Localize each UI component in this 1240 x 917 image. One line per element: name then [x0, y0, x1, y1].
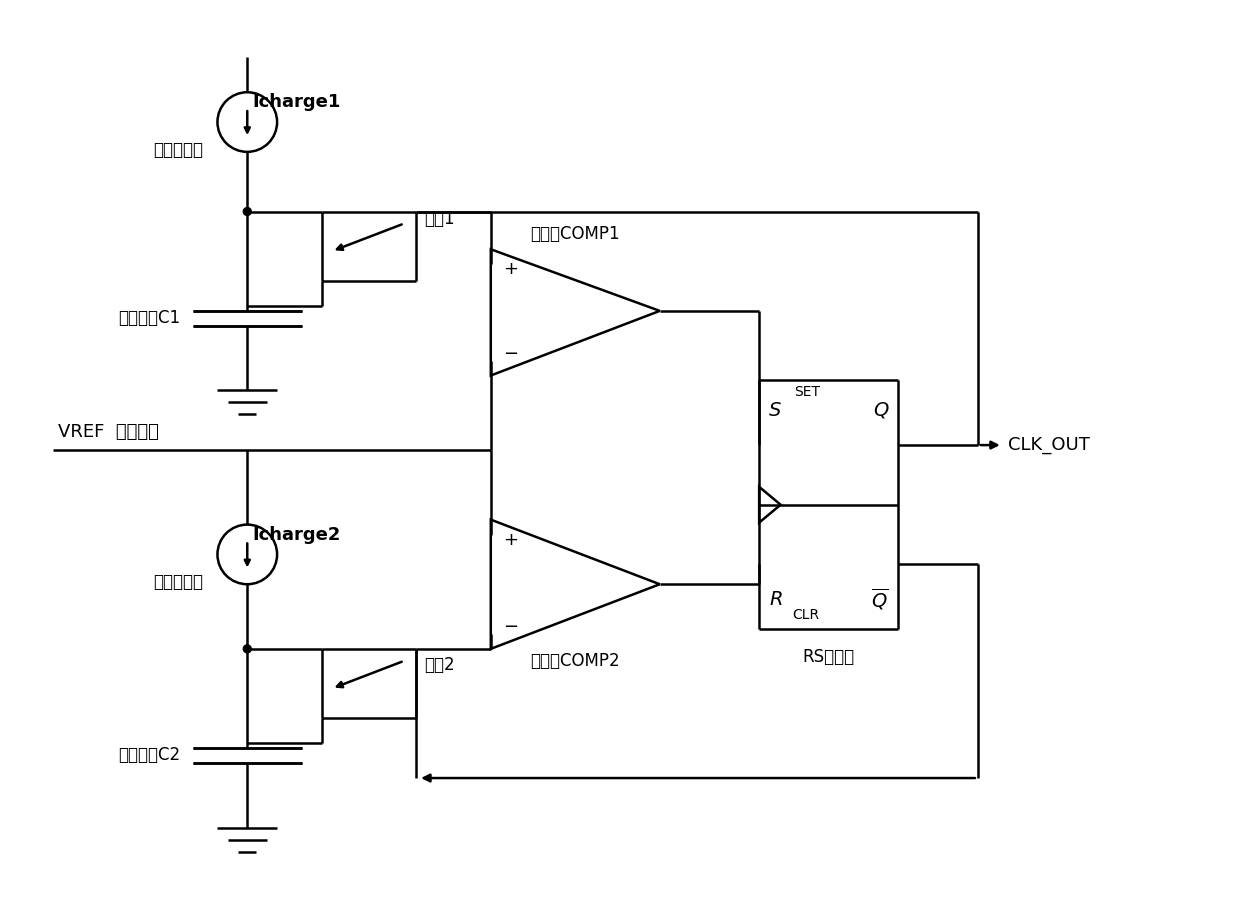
- Text: 比较器COMP1: 比较器COMP1: [531, 226, 620, 243]
- Text: 可调恒流源: 可调恒流源: [153, 573, 203, 591]
- Text: R: R: [769, 590, 782, 609]
- Circle shape: [217, 525, 277, 584]
- Text: Q: Q: [873, 401, 888, 420]
- Text: +: +: [502, 260, 518, 278]
- Text: $\overline{Q}$: $\overline{Q}$: [870, 586, 888, 612]
- Text: −: −: [502, 618, 518, 636]
- Text: 开关2: 开关2: [424, 656, 455, 674]
- Text: 充电电容C1: 充电电容C1: [118, 309, 180, 326]
- Text: VREF  参考电压: VREF 参考电压: [58, 423, 159, 441]
- Text: SET: SET: [794, 385, 820, 400]
- Text: CLR: CLR: [792, 608, 820, 622]
- Text: −: −: [502, 345, 518, 362]
- Text: +: +: [502, 531, 518, 548]
- Text: CLK_OUT: CLK_OUT: [1008, 436, 1090, 454]
- Text: 可调恒流源: 可调恒流源: [153, 141, 203, 159]
- Text: 开关1: 开关1: [424, 211, 455, 228]
- Circle shape: [243, 645, 252, 653]
- Circle shape: [243, 207, 252, 215]
- Text: S: S: [769, 401, 781, 420]
- Text: Icharge2: Icharge2: [252, 525, 341, 544]
- Text: RS触发器: RS触发器: [802, 647, 854, 666]
- Text: 比较器COMP2: 比较器COMP2: [531, 652, 620, 669]
- Text: Icharge1: Icharge1: [252, 94, 341, 111]
- Circle shape: [217, 93, 277, 152]
- Text: 充电电容C2: 充电电容C2: [118, 746, 180, 764]
